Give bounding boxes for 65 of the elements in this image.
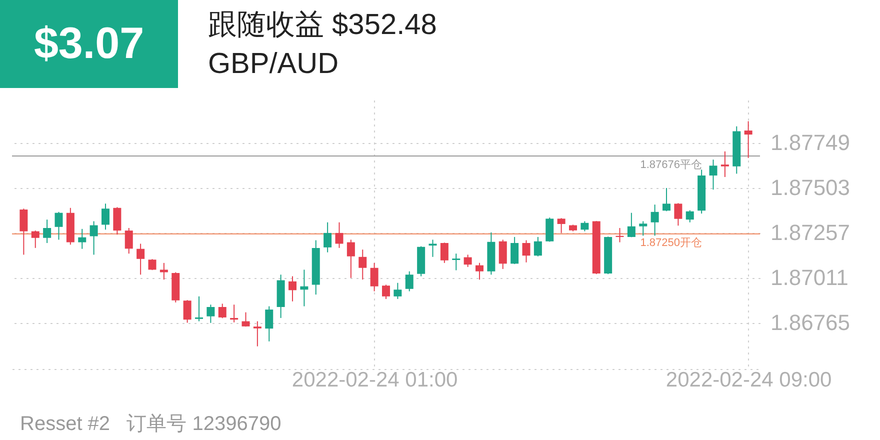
candlestick: [662, 187, 670, 212]
candlestick: [452, 253, 460, 271]
chart-title: 跟随收益 $352.48: [208, 8, 437, 42]
x-tick-label: 2022-02-24 09:00: [666, 368, 832, 392]
candlestick: [300, 269, 308, 307]
candlestick: [265, 306, 274, 342]
candlestick: [230, 304, 238, 323]
candlestick: [557, 218, 566, 234]
candlestick: [160, 262, 168, 280]
candlestick: [428, 239, 437, 258]
candlestick: [650, 204, 659, 236]
candlestick: [394, 282, 402, 300]
candlestick: [288, 276, 296, 302]
candlestick: [90, 220, 98, 256]
candlestick: [382, 284, 390, 300]
candlestick: [148, 258, 156, 271]
candlestick: [709, 159, 718, 190]
candlestick: [358, 249, 367, 280]
candlestick: [78, 228, 86, 250]
candlestick: [498, 239, 507, 270]
candlestick: [720, 150, 729, 178]
text: $3.07: [0, 0, 178, 88]
candlestick: [440, 242, 448, 264]
candlestick: [335, 222, 344, 248]
candlestick: [253, 320, 262, 347]
ref-line-label: 1.87250开仓: [640, 236, 702, 249]
candlestick: [324, 222, 332, 253]
candlestick: [627, 212, 636, 238]
candlestick: [20, 208, 28, 256]
ref-line-label: 1.87676平仓: [640, 158, 702, 171]
candlestick: [744, 120, 752, 158]
candlestick: [136, 243, 145, 276]
chart-subtitle: GBP/AUD: [208, 47, 339, 81]
candlestick: [206, 304, 215, 324]
candlestick: [124, 228, 133, 254]
candlestick: [31, 230, 40, 248]
text: Resset #2 订单号 12396790: [20, 413, 282, 435]
candlestick: [218, 303, 226, 319]
candlestick: [616, 228, 624, 243]
x-tick-label: 2022-02-24 01:00: [292, 368, 458, 392]
y-tick-label: 1.87503: [770, 175, 850, 200]
candlestick: [534, 236, 542, 257]
candlestick: [546, 217, 554, 242]
y-tick-label: 1.87749: [770, 130, 850, 156]
y-tick-label: 1.86765: [770, 310, 850, 336]
candlestick: [43, 219, 52, 244]
candlestick: [580, 220, 589, 232]
candlestick: [183, 300, 192, 324]
candlestick: [510, 236, 519, 265]
candlestick: [113, 206, 122, 236]
candlestick: [674, 202, 682, 226]
y-tick-label: 1.87257: [770, 220, 850, 246]
candlestick: [686, 210, 694, 223]
candlestick: [346, 239, 355, 278]
candlestick: [405, 270, 414, 292]
y-tick-label: 1.87011: [770, 265, 848, 290]
candlestick: [242, 312, 250, 328]
candlestick: [102, 203, 110, 230]
candlestick: [195, 296, 203, 322]
candlestick: [639, 220, 648, 236]
candlestick: [54, 211, 63, 240]
candlestick: [464, 254, 472, 268]
candlestick: [370, 262, 378, 292]
candlestick: [476, 262, 484, 280]
candlestick: [522, 240, 530, 263]
